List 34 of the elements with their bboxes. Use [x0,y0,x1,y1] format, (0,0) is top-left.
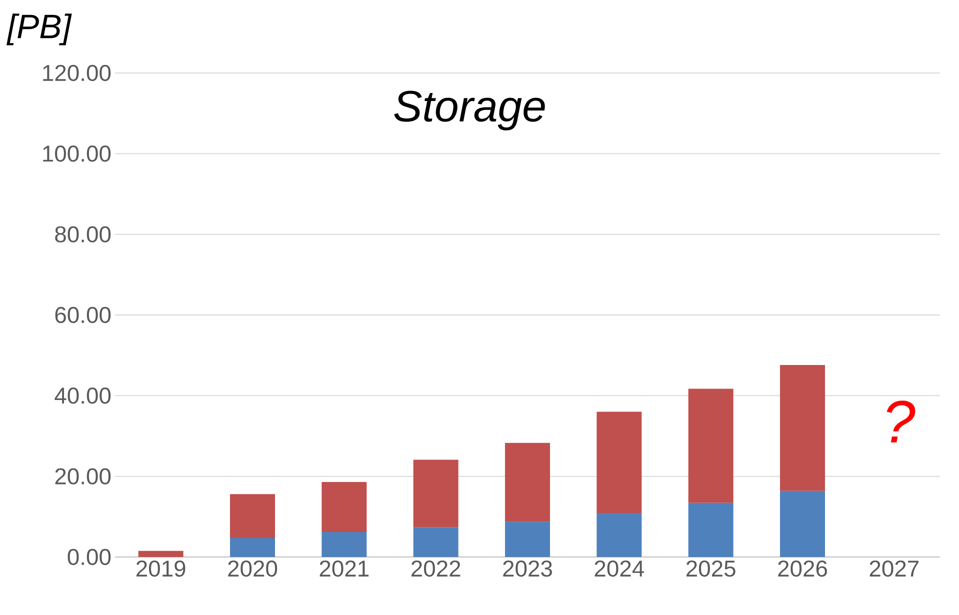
bar [596,412,642,514]
bar [413,527,458,557]
y-tick-label: 100.00 [43,146,111,162]
y-tick-label: 40.00 [54,388,111,404]
x-tick-label: 2023 [503,560,552,577]
y-axis-title: [PB] [6,14,72,46]
x-tick-label: 2020 [228,560,278,577]
bar [322,482,367,532]
y-tick-label: 80.00 [55,226,111,242]
annotation: ? [886,400,916,442]
bar [230,494,276,538]
y-tick-label: 0.00 [68,548,111,566]
x-tick-label: 2024 [594,560,644,577]
x-tick-label: 2019 [136,560,186,577]
bar [505,442,550,522]
bar [596,513,642,557]
x-tick-label: 2021 [320,560,369,577]
bar [780,364,825,491]
chart-title: Storage [394,90,545,130]
x-tick-label: 2022 [412,560,460,577]
bar [413,460,458,528]
x-tick-label: 2026 [778,560,827,577]
x-tick-label: 2025 [686,560,736,577]
x-tick-label: 2027 [870,560,918,577]
y-tick-label: 20.00 [55,468,111,484]
bar [322,532,367,557]
bar [505,522,550,557]
y-tick-label: 120.00 [43,64,111,82]
bar [688,388,734,503]
bar [688,502,734,557]
y-tick-label: 60.00 [55,306,111,324]
bar [138,550,184,557]
bar [230,538,276,557]
bar [780,490,825,557]
